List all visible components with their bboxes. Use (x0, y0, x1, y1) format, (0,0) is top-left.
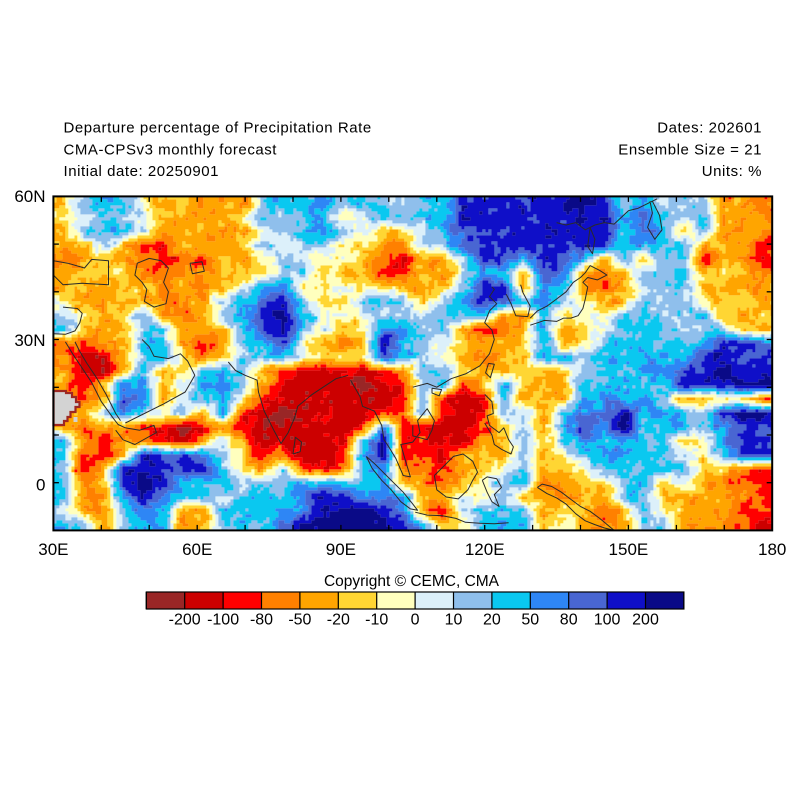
svg-text:-50: -50 (288, 612, 311, 629)
svg-text:-200: -200 (169, 612, 201, 629)
svg-text:180: 180 (758, 540, 786, 559)
svg-text:60N: 60N (14, 187, 45, 206)
svg-text:10: 10 (445, 612, 463, 629)
svg-text:100: 100 (594, 612, 621, 629)
svg-text:0: 0 (36, 475, 45, 494)
svg-text:80: 80 (560, 612, 578, 629)
svg-text:Dates: 202601: Dates: 202601 (657, 120, 762, 137)
svg-text:90E: 90E (326, 540, 356, 559)
svg-text:Ensemble Size = 21: Ensemble Size = 21 (618, 141, 762, 158)
svg-text:60E: 60E (182, 540, 212, 559)
svg-text:0: 0 (411, 612, 420, 629)
svg-text:-80: -80 (250, 612, 273, 629)
svg-text:Initial date: 20250901: Initial date: 20250901 (64, 163, 220, 180)
svg-text:-10: -10 (365, 612, 388, 629)
svg-text:-100: -100 (207, 612, 239, 629)
svg-text:CMA-CPSv3 monthly forecast: CMA-CPSv3 monthly forecast (64, 141, 278, 158)
svg-text:50: 50 (521, 612, 539, 629)
svg-text:30E: 30E (38, 540, 68, 559)
svg-text:30N: 30N (14, 331, 45, 350)
svg-text:Units: %: Units: % (702, 163, 762, 180)
svg-text:Copyright © CEMC, CMA: Copyright © CEMC, CMA (324, 573, 500, 590)
svg-text:120E: 120E (465, 540, 505, 559)
svg-text:-20: -20 (327, 612, 350, 629)
svg-text:20: 20 (483, 612, 501, 629)
svg-text:200: 200 (632, 612, 659, 629)
svg-text:150E: 150E (609, 540, 649, 559)
svg-text:Departure percentage of Precip: Departure percentage of Precipitation Ra… (64, 120, 372, 137)
